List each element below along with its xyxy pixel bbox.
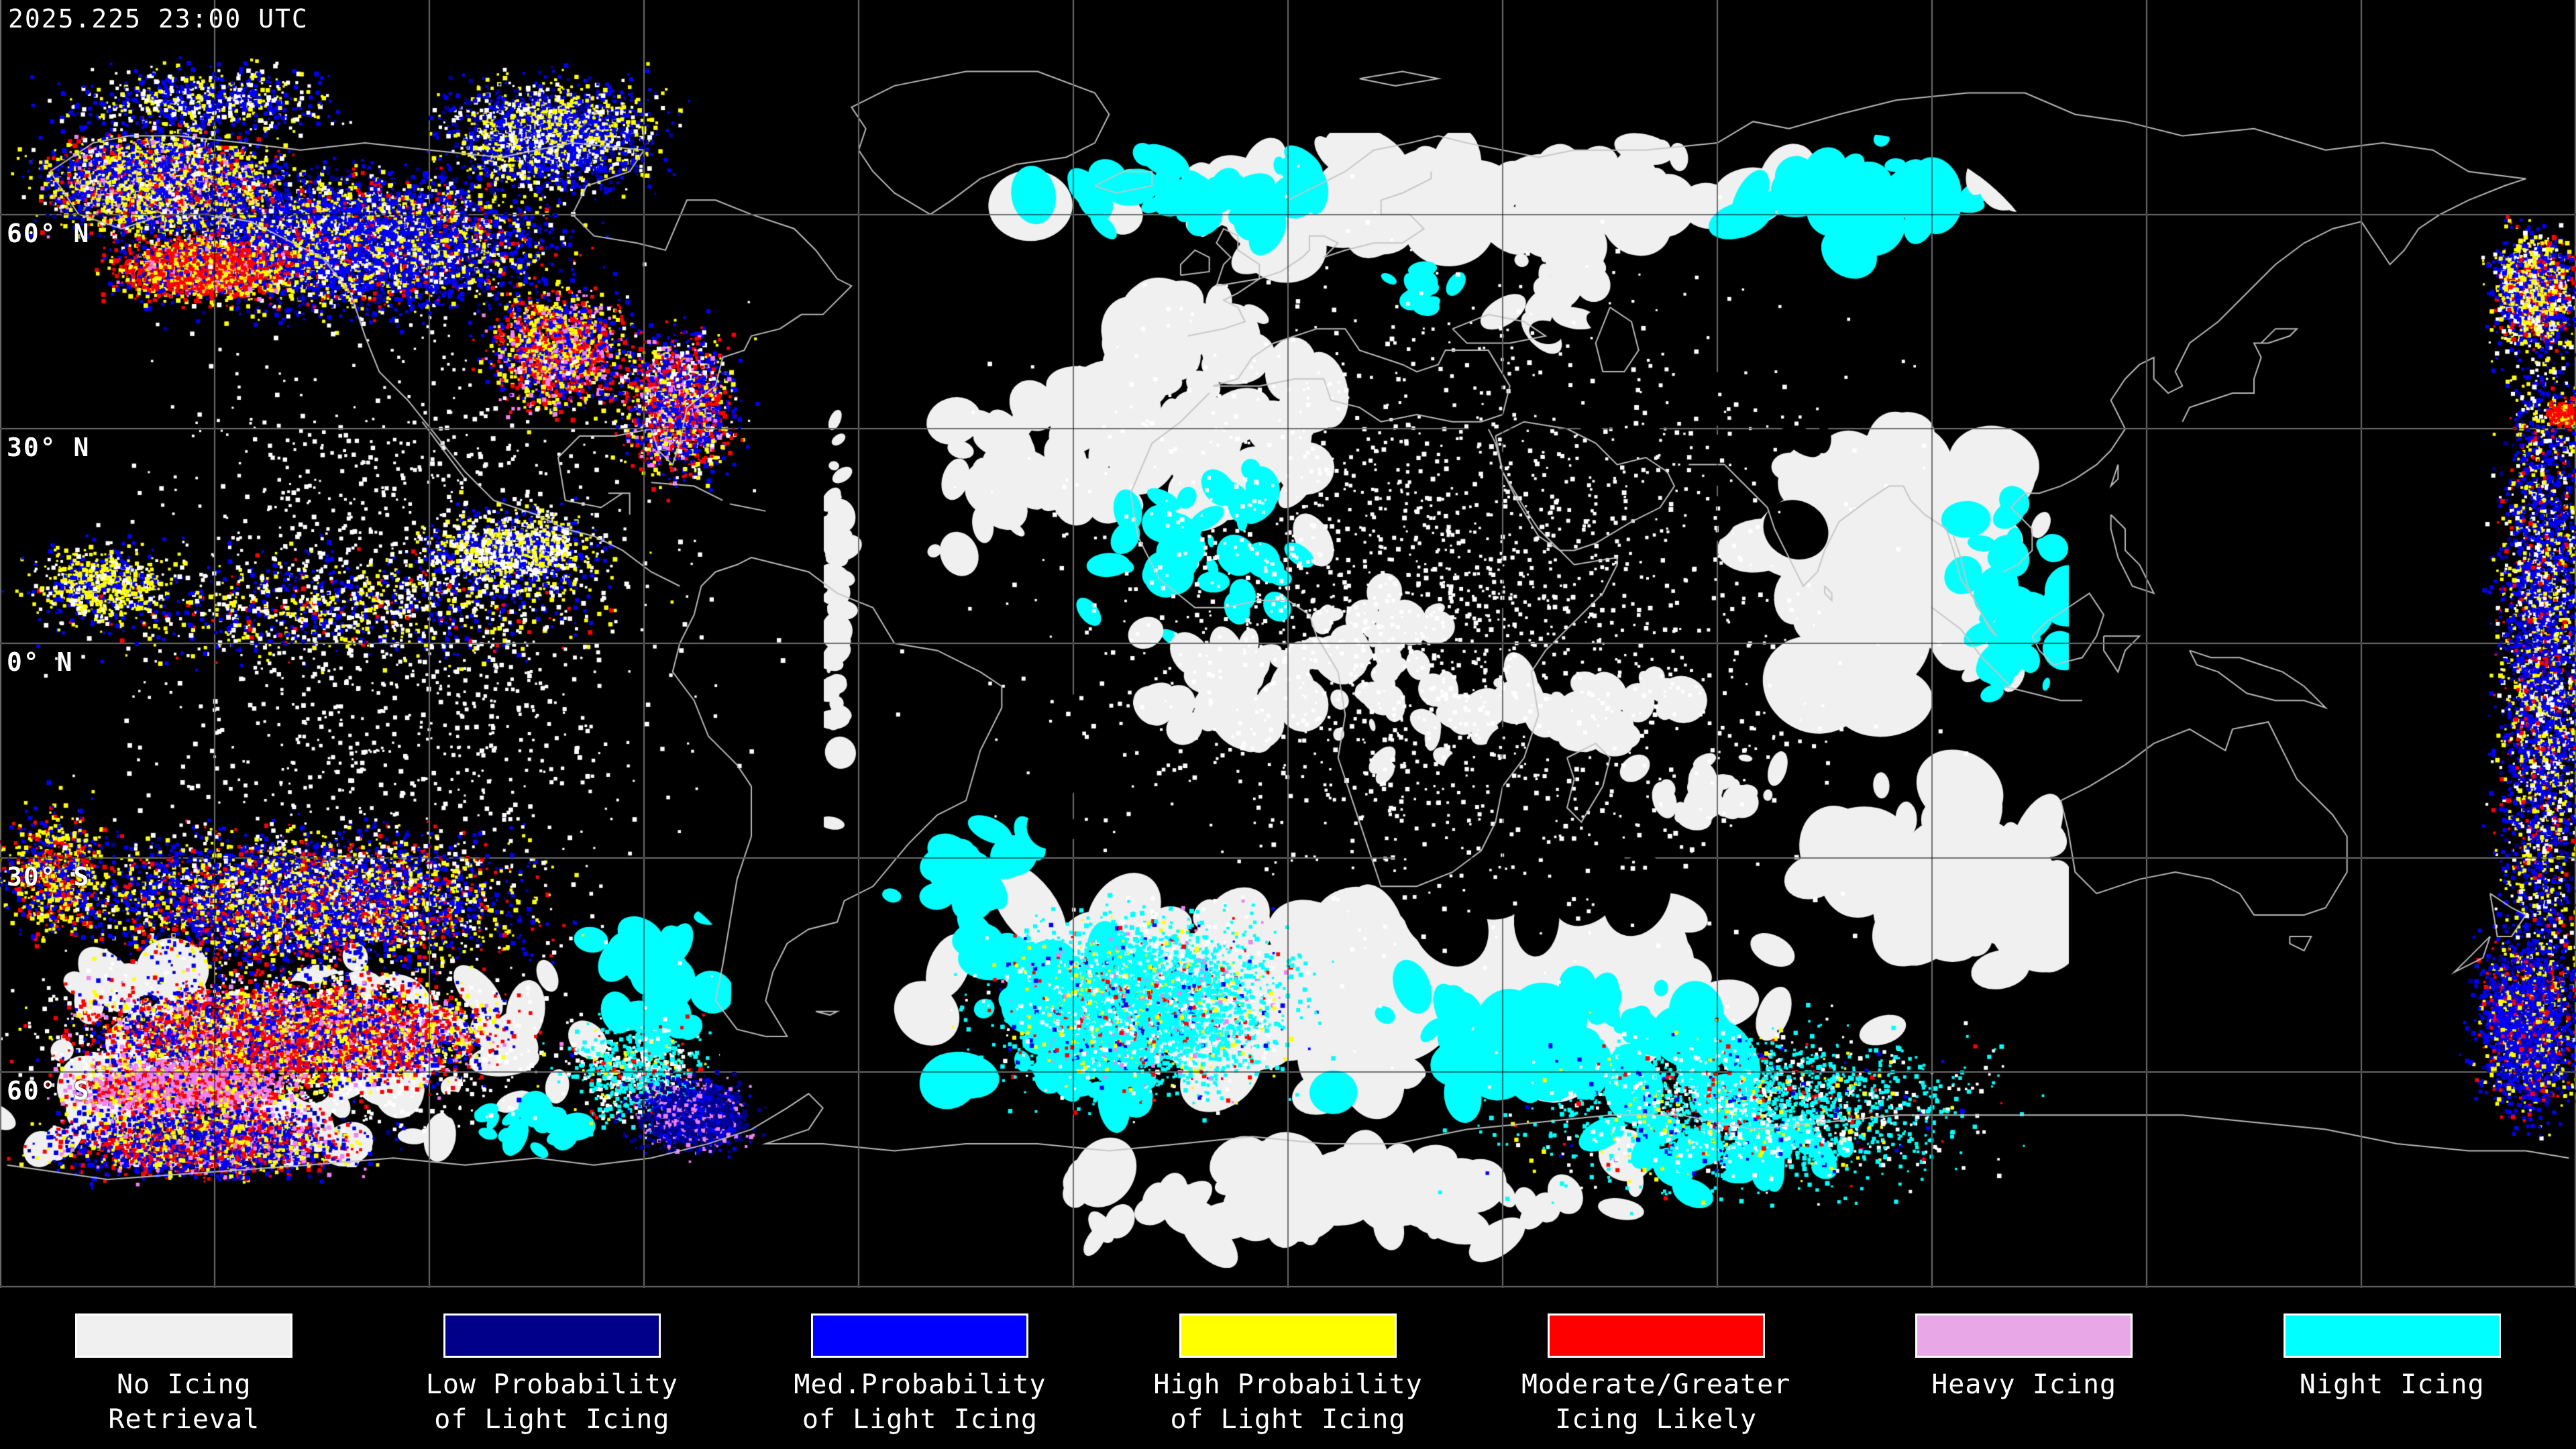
legend-item-med-probability: Med.Probability of Light Icing xyxy=(736,1288,1104,1449)
lat-label-30s: 30° S xyxy=(7,862,91,892)
legend-item-low-probability: Low Probability of Light Icing xyxy=(368,1288,737,1449)
legend-item-heavy-icing: Heavy Icing xyxy=(1840,1288,2208,1449)
legend-label: Low Probability of Light Icing xyxy=(425,1369,678,1435)
legend-swatch xyxy=(1915,1313,2133,1358)
legend-label: High Probability of Light Icing xyxy=(1153,1369,1423,1435)
legend-label: Med.Probability of Light Icing xyxy=(794,1369,1046,1435)
legend-label: Heavy Icing xyxy=(1931,1369,2117,1400)
legend-swatch xyxy=(1547,1313,1765,1358)
icing-map-canvas xyxy=(0,0,2576,1288)
timestamp: 2025.225 23:00 UTC xyxy=(8,4,309,34)
legend-item-night-icing: Night Icing xyxy=(2208,1288,2576,1449)
legend-item-no-icing: No Icing Retrieval xyxy=(0,1288,368,1449)
legend-label: Night Icing xyxy=(2299,1369,2485,1400)
lat-label-60n: 60° N xyxy=(7,219,91,248)
legend-label: No Icing Retrieval xyxy=(108,1369,260,1435)
lat-label-60s: 60° S xyxy=(7,1076,91,1106)
legend-swatch xyxy=(2283,1313,2501,1358)
lat-label-30n: 30° N xyxy=(7,433,91,462)
legend-label: Moderate/Greater Icing Likely xyxy=(1521,1369,1791,1435)
legend-swatch xyxy=(443,1313,661,1358)
lat-label-0n: 0° N xyxy=(7,647,74,677)
legend-bar: No Icing Retrieval Low Probability of Li… xyxy=(0,1288,2576,1449)
legend-item-moderate-greater: Moderate/Greater Icing Likely xyxy=(1472,1288,1840,1449)
legend-swatch xyxy=(811,1313,1029,1358)
legend-swatch xyxy=(75,1313,293,1358)
legend-item-high-probability: High Probability of Light Icing xyxy=(1104,1288,1472,1449)
legend-swatch xyxy=(1179,1313,1397,1358)
